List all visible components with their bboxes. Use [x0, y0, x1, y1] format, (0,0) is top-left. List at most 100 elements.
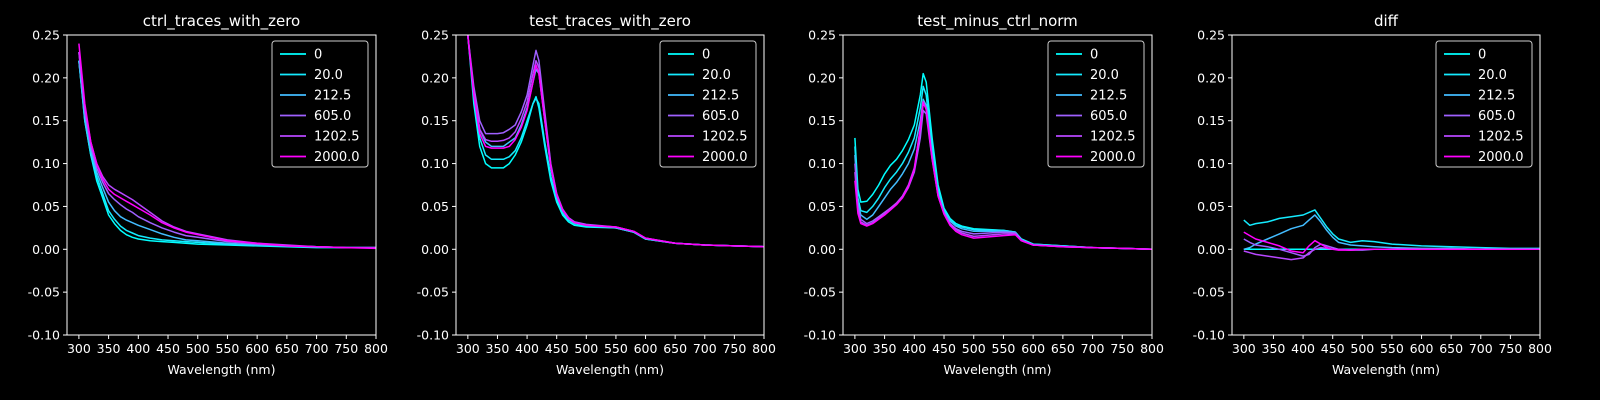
y-tick-label: 0.25 — [1197, 28, 1225, 43]
plot-frame — [842, 34, 1153, 336]
y-tick-label: 0.05 — [32, 199, 60, 214]
legend-entry-20.0: 20.0 — [1478, 68, 1507, 83]
x-tick-label: 600 — [1410, 341, 1434, 356]
y-tick-label: 0.00 — [808, 242, 836, 257]
x-axis-label: Wavelength (nm) — [1332, 362, 1440, 377]
legend-entry-20.0: 20.0 — [702, 68, 731, 83]
y-tick-label: 0.05 — [808, 199, 836, 214]
x-tick-label: 500 — [962, 341, 986, 356]
plot-frame — [66, 34, 377, 336]
y-tick-label: 0.10 — [421, 156, 449, 171]
y-tick-label: 0.25 — [32, 28, 60, 43]
y-tick-label: -0.05 — [28, 285, 60, 300]
legend-entry-20.0: 20.0 — [1090, 68, 1119, 83]
series-line-0 — [78, 60, 376, 249]
x-tick-label: 350 — [873, 341, 897, 356]
x-tick-label: 800 — [1140, 341, 1164, 356]
legend: 0 20.0 212.5 605.0 1202.5 2000.0 — [659, 40, 757, 168]
legend-entry-212.5: 212.5 — [1090, 89, 1127, 104]
x-tick-label: 350 — [97, 341, 121, 356]
legend-entry-605.0: 605.0 — [702, 109, 739, 124]
y-tick-label: 0.15 — [808, 113, 836, 128]
x-tick-label: 650 — [1439, 341, 1463, 356]
x-tick-label: 450 — [545, 341, 569, 356]
legend-entry-605.0: 605.0 — [314, 109, 351, 124]
legend-entry-0: 0 — [702, 48, 710, 63]
plot-frame — [455, 34, 765, 336]
x-tick-label: 500 — [186, 341, 210, 356]
y-tick-label: 0.15 — [1197, 113, 1225, 128]
x-tick-label: 600 — [245, 341, 269, 356]
y-tick-label: 0.20 — [1197, 70, 1225, 85]
x-tick-label: 550 — [604, 341, 628, 356]
x-tick-label: 450 — [156, 341, 180, 356]
y-tick-label: 0.10 — [808, 156, 836, 171]
x-tick-label: 300 — [67, 341, 91, 356]
chart-title: ctrl_traces_with_zero — [143, 12, 300, 31]
y-tick-label: 0.20 — [421, 70, 449, 85]
y-tick-label: 0.00 — [421, 242, 449, 257]
y-tick-label: 0.10 — [1197, 156, 1225, 171]
legend-entry-1202.5: 1202.5 — [314, 130, 360, 145]
legend: 0 20.0 212.5 605.0 1202.5 2000.0 — [1047, 40, 1145, 168]
x-tick-label: 750 — [1498, 341, 1522, 356]
x-tick-label: 550 — [216, 341, 240, 356]
chart-panel-2: test_traces_with_zero 300 350 400 450 500 550 6… — [417, 12, 776, 377]
x-tick-label: 800 — [364, 341, 388, 356]
legend-entry-0: 0 — [1478, 48, 1486, 63]
legend-entry-2000.0: 2000.0 — [1090, 150, 1136, 165]
x-tick-label: 550 — [1380, 341, 1404, 356]
x-tick-label: 400 — [126, 341, 150, 356]
y-tick-label: 0.05 — [1197, 199, 1225, 214]
legend-entry-1202.5: 1202.5 — [1478, 130, 1524, 145]
x-tick-label: 400 — [515, 341, 539, 356]
legend-entry-0: 0 — [1090, 48, 1098, 63]
legend-entry-2000.0: 2000.0 — [702, 150, 748, 165]
x-tick-label: 550 — [992, 341, 1016, 356]
legend-entry-2000.0: 2000.0 — [1478, 150, 1524, 165]
legend-entry-605.0: 605.0 — [1090, 109, 1127, 124]
series-group — [854, 72, 1152, 251]
legend-entry-1202.5: 1202.5 — [702, 130, 748, 145]
series-line-20.0 — [854, 85, 1152, 251]
x-tick-label: 650 — [663, 341, 687, 356]
x-axis-label: Wavelength (nm) — [556, 362, 664, 377]
x-tick-label: 300 — [456, 341, 480, 356]
chart-panel-3: test_minus_ctrl_norm 300 350 400 450 500 550 60… — [804, 12, 1164, 377]
x-tick-label: 400 — [902, 341, 926, 356]
chart-title: test_traces_with_zero — [529, 12, 691, 31]
legend-entry-605.0: 605.0 — [1478, 109, 1515, 124]
x-tick-label: 600 — [1021, 341, 1045, 356]
legend: 0 20.0 212.5 605.0 1202.5 2000.0 — [1435, 40, 1533, 168]
x-tick-label: 350 — [1262, 341, 1286, 356]
series-line-2000.0 — [854, 101, 1152, 251]
y-tick-label: 0.15 — [421, 113, 449, 128]
x-tick-label: 700 — [1081, 341, 1105, 356]
x-tick-label: 700 — [305, 341, 329, 356]
y-tick-label: 0.00 — [1197, 242, 1225, 257]
legend-entry-1202.5: 1202.5 — [1090, 130, 1136, 145]
legend-entry-2000.0: 2000.0 — [314, 150, 360, 165]
x-tick-label: 300 — [1232, 341, 1256, 356]
chart-title: test_minus_ctrl_norm — [917, 12, 1078, 31]
x-tick-label: 800 — [752, 341, 776, 356]
y-tick-label: 0.10 — [32, 156, 60, 171]
series-line-2000.0 — [1243, 231, 1540, 254]
legend-entry-0: 0 — [314, 48, 322, 63]
chart-title: diff — [1374, 12, 1399, 30]
x-tick-label: 700 — [1469, 341, 1493, 356]
x-axis-label: Wavelength (nm) — [168, 362, 276, 377]
series-line-212.5 — [1243, 214, 1540, 251]
series-group — [467, 35, 764, 248]
x-tick-label: 700 — [693, 341, 717, 356]
y-tick-label: -0.05 — [417, 285, 449, 300]
y-tick-label: 0.25 — [421, 28, 449, 43]
legend: 0 20.0 212.5 605.0 1202.5 2000.0 — [271, 40, 369, 168]
y-tick-label: 0.20 — [32, 70, 60, 85]
y-tick-label: 0.00 — [32, 242, 60, 257]
y-tick-label: -0.10 — [1193, 328, 1225, 343]
x-tick-label: 350 — [486, 341, 510, 356]
y-tick-label: -0.05 — [1193, 285, 1225, 300]
x-tick-label: 450 — [1321, 341, 1345, 356]
